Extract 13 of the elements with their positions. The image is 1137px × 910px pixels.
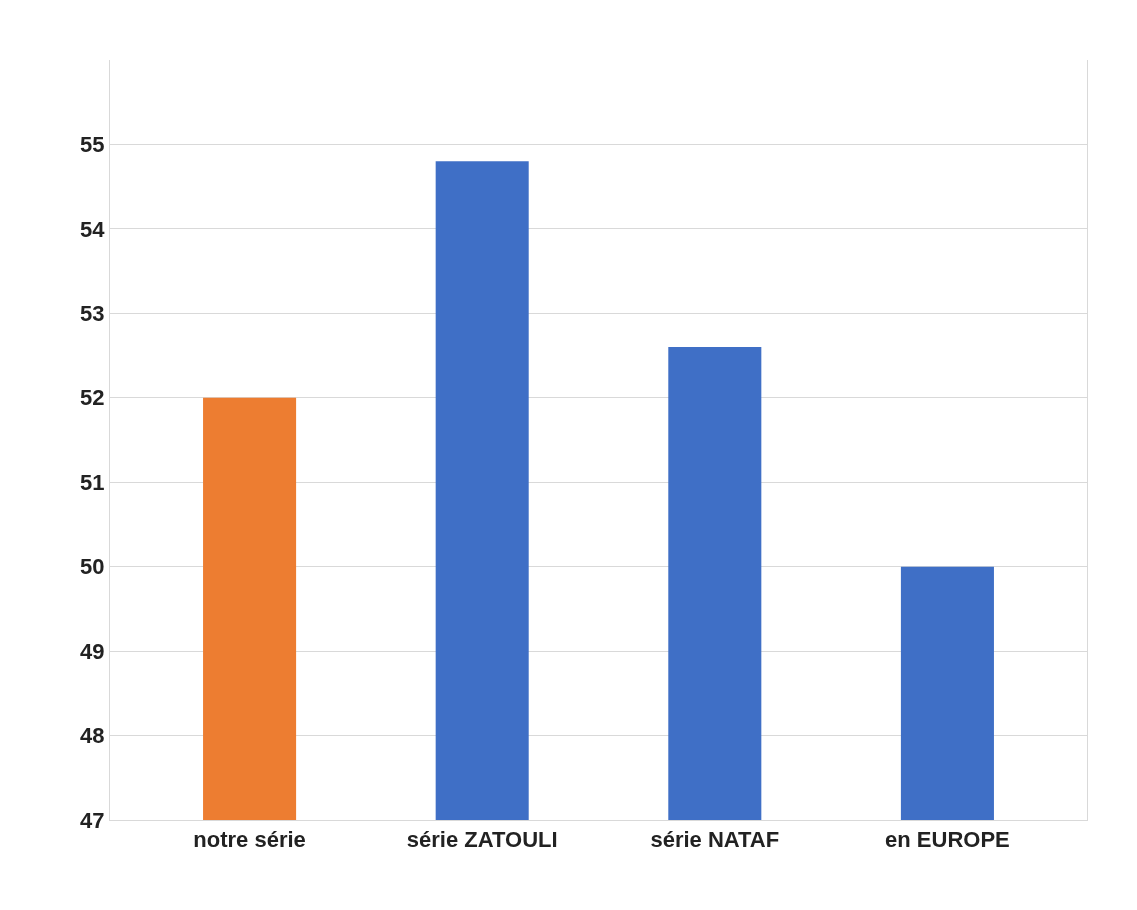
x-tick-label: en EUROPE bbox=[885, 827, 1010, 853]
y-tick-label: 47 bbox=[80, 807, 105, 833]
y-tick-label: 53 bbox=[80, 301, 105, 327]
x-tick-label: notre série bbox=[193, 827, 306, 853]
y-tick-label: 49 bbox=[80, 638, 105, 664]
y-tick-label: 55 bbox=[80, 132, 105, 158]
y-tick-label: 51 bbox=[80, 469, 105, 495]
y-tick-label: 48 bbox=[80, 723, 105, 749]
y-tick-label: 50 bbox=[80, 554, 105, 580]
x-tick-label: série ZATOULI bbox=[406, 827, 558, 853]
y-tick-label: 52 bbox=[80, 385, 105, 411]
y-tick-label: 54 bbox=[80, 216, 106, 242]
x-tick-label: série NATAF bbox=[650, 827, 780, 853]
